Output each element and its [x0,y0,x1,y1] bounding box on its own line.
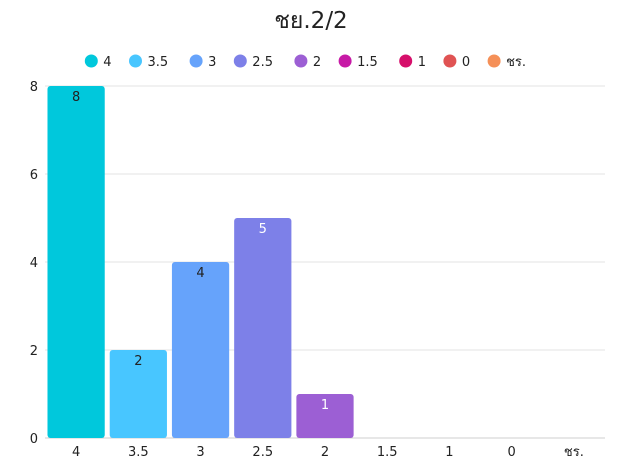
x-tick-label: 4 [72,445,80,460]
legend-label: 3 [208,55,216,70]
legend-swatch [294,54,308,68]
legend-swatch [443,54,457,68]
y-tick-label: 4 [30,256,38,271]
bar-data-label: 8 [72,90,80,105]
x-tick-label: 2 [321,445,329,460]
legend-item[interactable]: ชร. [487,54,526,71]
y-tick-label: 2 [30,344,38,359]
bar [47,86,105,438]
chart-title: ชย.2/2 [274,8,347,34]
bar [171,262,230,438]
legend-swatch [129,54,142,68]
legend-swatch [399,54,413,68]
bar-data-label: 5 [259,222,267,237]
bar [109,350,167,438]
legend-label: 2 [313,55,321,70]
x-tick-label: 1 [445,445,453,460]
legend-item[interactable]: 1.5 [338,54,378,71]
legend-label: 4 [103,55,111,70]
y-tick-label: 6 [30,168,38,183]
legend-label: ชร. [506,55,526,70]
bar [234,218,292,438]
y-tick-label: 8 [30,80,38,95]
x-tick-label: 2.5 [252,445,273,460]
legend-swatch [338,54,352,68]
legend-item[interactable]: 2 [294,54,321,71]
legend-item[interactable]: 1 [399,54,426,71]
x-tick-label: 3.5 [128,445,149,460]
legend-label: 1 [418,55,426,70]
bar-data-label: 1 [321,398,329,413]
legend-swatch [233,54,247,68]
legend-label: 2.5 [252,55,273,70]
legend-label: 1.5 [357,55,378,70]
x-tick-label: 1.5 [377,445,398,460]
legend-swatch [189,54,203,68]
legend-label: 3.5 [148,55,169,70]
legend-swatch [84,54,98,68]
bar-data-label: 2 [134,354,142,369]
y-tick-label: 0 [30,432,38,447]
legend: 4 3.5 3 2.5 2 1.5 1 0 ชร. [84,54,526,71]
legend-item[interactable]: 3.5 [129,54,169,71]
legend-item[interactable]: 3 [189,54,217,71]
x-axis: 4 3.5 3 2.5 2 1.5 1 0 ชร. [72,445,584,460]
legend-item[interactable]: 0 [443,54,470,71]
legend-swatch [487,54,501,68]
x-tick-label: 0 [508,445,516,460]
y-axis: 0 2 4 6 8 [30,80,38,447]
bars: 8 2 4 5 1 [47,86,354,438]
legend-label: 0 [462,55,470,70]
legend-item[interactable]: 2.5 [233,54,273,71]
x-tick-label: ชร. [564,445,584,460]
bar-data-label: 4 [196,266,204,281]
x-tick-label: 3 [196,445,204,460]
legend-item[interactable]: 4 [84,54,112,71]
bar [296,394,354,438]
